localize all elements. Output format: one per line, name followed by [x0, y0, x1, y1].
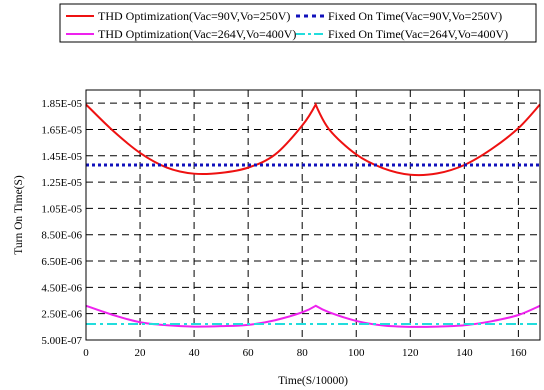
x-tick-label: 60	[243, 347, 255, 359]
plot-frame	[85, 89, 541, 341]
y-tick-label: 1.05E-05	[41, 203, 82, 215]
series-line-3	[85, 304, 541, 328]
x-tick-label: 40	[189, 347, 201, 359]
y-tick-label: 1.45E-05	[41, 151, 82, 163]
series-layer	[85, 102, 541, 328]
y-tick-label: 1.25E-05	[41, 177, 82, 189]
y-tick-label: 1.85E-05	[41, 98, 82, 110]
x-tick-label: 20	[135, 347, 147, 359]
legend-label: THD Optimization(Vac=264V,Vo=400V)	[98, 27, 296, 41]
y-tick-label: 1.65E-05	[41, 124, 82, 136]
y-axis-label: Turn On Time(S)	[13, 175, 25, 255]
x-tick-label: 120	[402, 347, 419, 359]
grid	[86, 90, 540, 340]
legend-box	[59, 3, 537, 43]
legend-label: Fixed On Time(Vac=90V,Vo=250V)	[328, 9, 502, 23]
y-tick-label: 8.50E-06	[41, 230, 82, 242]
x-tick-label: 80	[297, 347, 309, 359]
x-tick-label: 140	[456, 347, 473, 359]
x-tick-labels: 0 20 40 60 80 100 120 140 160	[83, 347, 527, 359]
x-tick-label: 0	[83, 347, 89, 359]
x-axis-label: Time(S/10000)	[278, 375, 348, 387]
legend-label: Fixed On Time(Vac=264V,Vo=400V)	[328, 27, 508, 41]
y-tick-label: 4.50E-06	[41, 282, 82, 294]
legend: THD Optimization(Vac=90V,Vo=250V) Fixed O…	[59, 3, 537, 43]
x-tick-label: 100	[348, 347, 365, 359]
y-tick-label: 2.50E-06	[41, 309, 82, 321]
y-tick-label: 5.00E-07	[41, 335, 82, 347]
x-tick-label: 160	[510, 347, 527, 359]
y-tick-label: 6.50E-06	[41, 256, 82, 268]
legend-label: THD Optimization(Vac=90V,Vo=250V)	[98, 9, 290, 23]
y-tick-labels: 5.00E-07 2.50E-06 4.50E-06 6.50E-06 8.50E-06…	[41, 98, 82, 347]
